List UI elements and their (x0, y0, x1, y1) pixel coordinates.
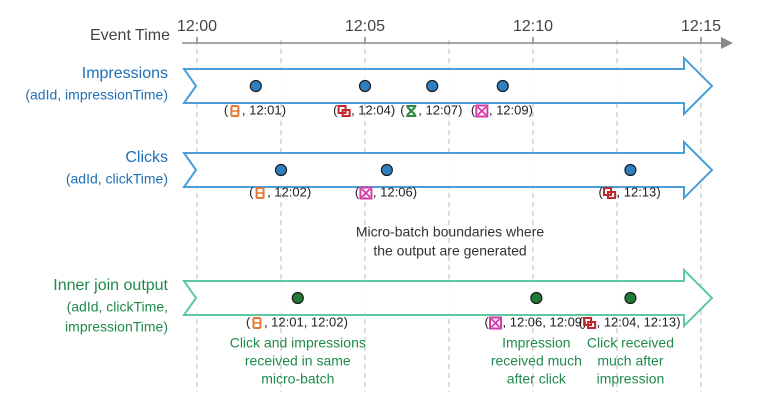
boundary-note: Micro-batch boundaries where (356, 224, 545, 240)
event-label-paren: ) (529, 102, 533, 117)
event-dot (249, 79, 262, 93)
event-label-paren: ) (676, 314, 680, 329)
stream-arrow (182, 267, 714, 329)
square-red-icon (337, 105, 351, 117)
row-subtitle: (adId, clickTime, (67, 299, 168, 315)
icon-stroke (607, 191, 617, 199)
row-clicks: Clicks (adId, clickTime) ( , 12:02) ( , 12:06… (66, 139, 714, 201)
icon-stroke (361, 188, 371, 198)
row-impressions: Impressions (adId, impressionTime) ( , 12:0… (25, 55, 714, 118)
event-label: , 12:06 (373, 184, 413, 199)
icon-stroke (490, 318, 501, 328)
stream-arrow (182, 139, 714, 201)
event-dot (624, 291, 637, 305)
event-label-paren: ( (246, 314, 251, 329)
x-green-icon (406, 105, 417, 117)
x-magenta-icon (489, 316, 503, 330)
row-join: Inner join output (adId, clickTime, impres… (53, 267, 714, 335)
icon-body (359, 186, 373, 200)
axis-tick-label: 12:15 (681, 18, 721, 35)
join-annotation: Click received (587, 335, 674, 351)
event-label-paren: ( (355, 184, 360, 199)
join-annotation: impression (597, 371, 665, 387)
join-annotation: Impression (502, 335, 570, 351)
event-dot (530, 291, 543, 305)
join-annotation: received much (491, 353, 582, 369)
icon-stroke (406, 106, 417, 116)
join-annotation: after click (507, 371, 567, 387)
axis-tick-label: 12:05 (345, 18, 385, 35)
stream-arrow (182, 55, 714, 117)
row-title: Inner join output (53, 277, 168, 294)
row-title: Impressions (82, 65, 168, 82)
square-orange-icon (252, 317, 262, 329)
event-label-paren: ) (656, 184, 660, 199)
icon-stroke (477, 106, 487, 116)
row-subtitle: (adId, impressionTime) (25, 87, 168, 103)
event-label-paren: ( (224, 102, 229, 117)
join-annotation: Click and impressions (230, 335, 366, 351)
row-title: Clicks (125, 149, 168, 166)
event-label-paren: ) (458, 102, 462, 117)
event-label-paren: ) (282, 102, 286, 117)
event-label: , 12:13 (617, 184, 657, 199)
event-label-paren: ( (599, 184, 604, 199)
event-dot (426, 79, 439, 93)
square-red-icon (583, 317, 597, 329)
row-subtitle: impressionTime) (65, 319, 168, 335)
axis-tick-label: 12:00 (177, 18, 217, 35)
boundary-note: the output are generated (373, 243, 526, 259)
square-orange-icon (255, 187, 265, 199)
event-label-paren: ( (249, 184, 254, 199)
square-red-icon (603, 187, 617, 199)
event-dot (358, 79, 372, 93)
event-label: , 12:07 (418, 102, 458, 117)
icon-stroke (341, 109, 351, 117)
join-annotation: received in same (245, 353, 351, 369)
event-label-paren: ) (413, 184, 417, 199)
event-label: , 12:01, 12:02 (264, 314, 344, 329)
event-label: , 12:06, 12:09 (503, 314, 583, 329)
x-magenta-icon (359, 186, 373, 200)
icon-body (489, 316, 503, 330)
event-label: , 12:04, 12:13 (597, 314, 677, 329)
event-dot (496, 79, 509, 93)
event-label-paren: ( (579, 314, 584, 329)
event-label-paren: ( (471, 102, 476, 117)
event-label-paren: ) (344, 314, 348, 329)
event-dot (291, 291, 304, 305)
event-label: , 12:01 (242, 102, 282, 117)
event-label: , 12:02 (267, 184, 307, 199)
icon-stroke (587, 321, 597, 329)
event-label-paren: ( (485, 314, 490, 329)
event-dot (380, 163, 393, 177)
icon-body (475, 104, 489, 118)
event-label-paren: ( (333, 102, 338, 117)
event-label-paren: ( (400, 102, 405, 117)
event-label-paren: ) (391, 102, 395, 117)
join-annotation: much after (597, 353, 663, 369)
axis-tick-label: 12:10 (513, 18, 553, 35)
axis-title: Event Time (90, 27, 170, 44)
row-subtitle: (adId, clickTime) (66, 171, 168, 187)
event-label: , 12:04 (351, 102, 391, 117)
x-magenta-icon (475, 104, 489, 118)
event-label: , 12:09 (489, 102, 529, 117)
time-axis-arrowhead (721, 37, 733, 49)
square-orange-icon (230, 105, 240, 117)
event-label-paren: ) (307, 184, 311, 199)
event-dot (274, 163, 288, 177)
join-annotation: micro-batch (261, 371, 334, 387)
event-dot (624, 163, 637, 177)
